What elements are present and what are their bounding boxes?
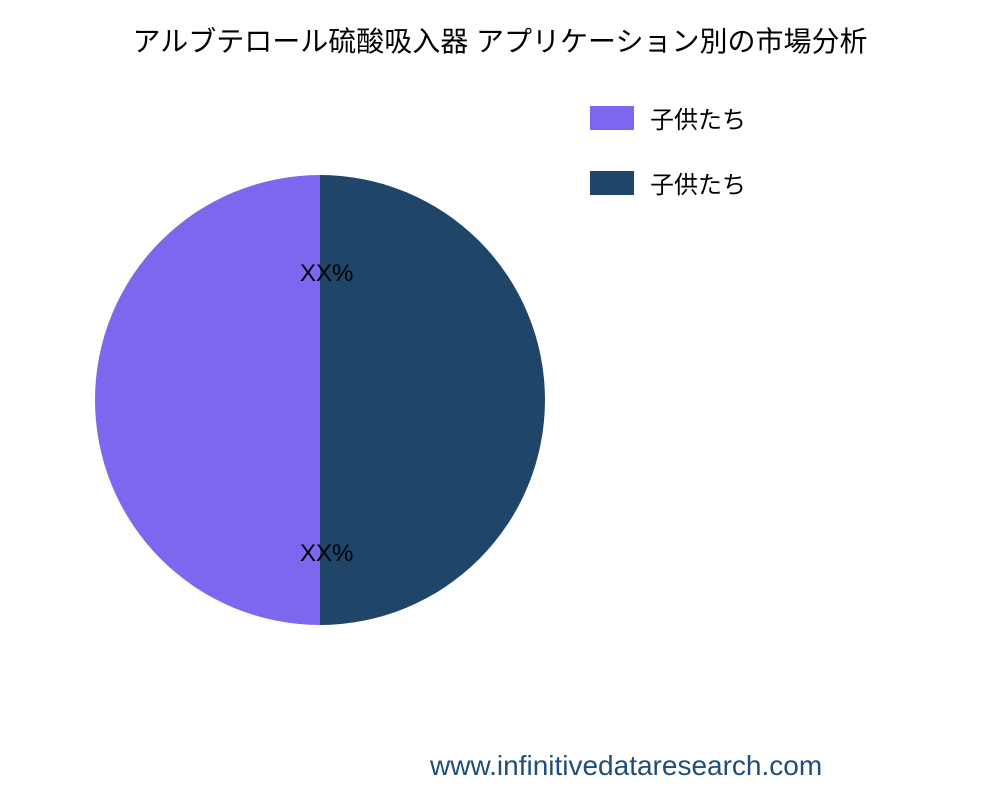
- slice-label-top: XX%: [300, 260, 353, 288]
- legend-item-1: 子供たち: [590, 165, 746, 200]
- pie-svg: [0, 0, 1000, 800]
- pie-slice: [95, 175, 320, 625]
- legend-label-1: 子供たち: [650, 165, 746, 200]
- footer-url: www.infinitivedataresearch.com: [430, 750, 822, 782]
- pie-slice: [320, 175, 545, 625]
- pie-chart: XX% XX%: [0, 0, 1000, 800]
- slice-label-bottom: XX%: [300, 540, 353, 568]
- legend-swatch-1: [590, 171, 634, 195]
- legend-label-0: 子供たち: [650, 100, 746, 135]
- legend-item-0: 子供たち: [590, 100, 746, 135]
- legend: 子供たち 子供たち: [590, 100, 746, 230]
- legend-swatch-0: [590, 106, 634, 130]
